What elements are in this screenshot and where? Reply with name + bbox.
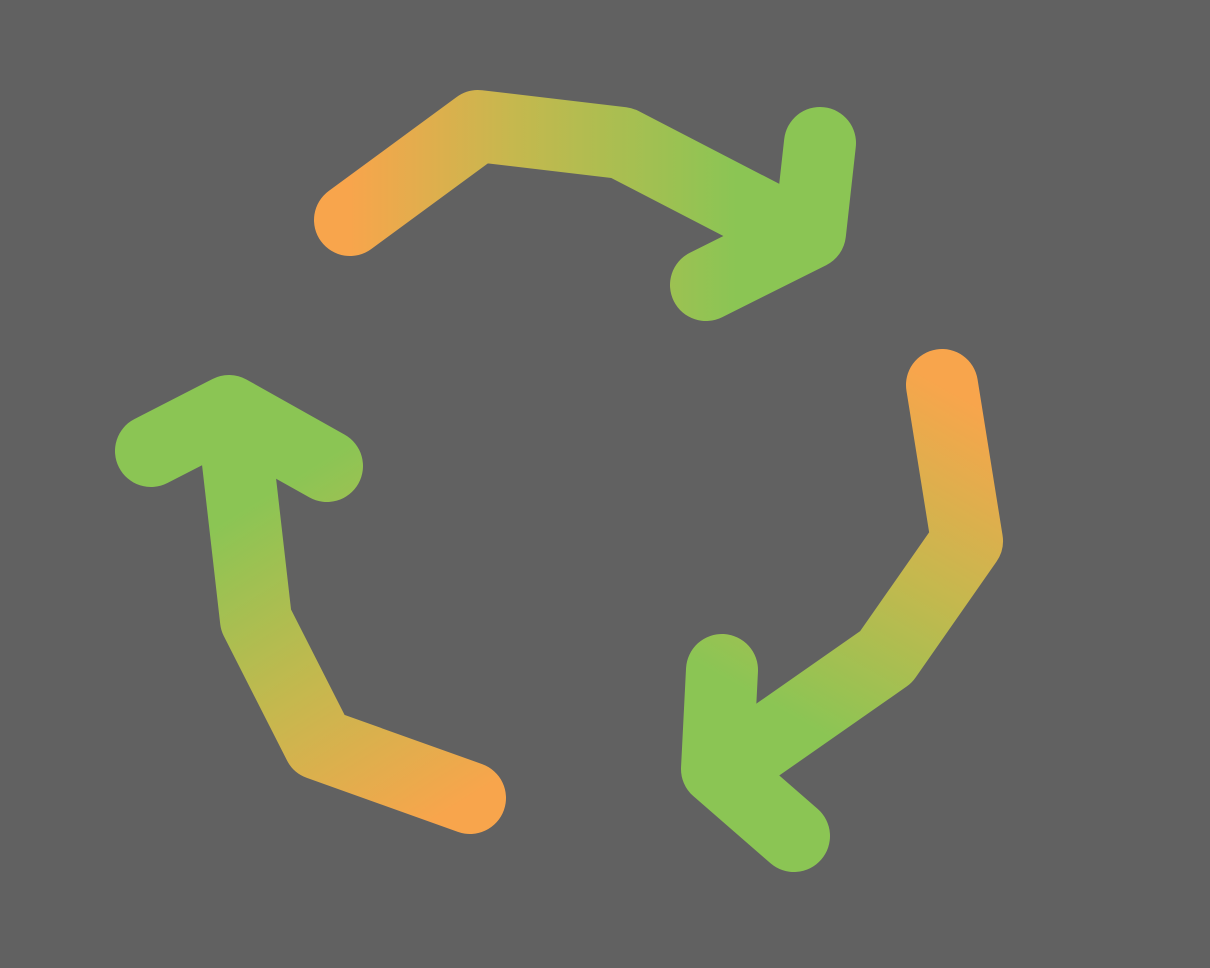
- right-arrow-icon: [681, 349, 1003, 872]
- right-arrow-shaft: [704, 349, 1003, 795]
- top-arrow-shaft: [314, 90, 828, 267]
- right-arrow-head: [681, 634, 830, 872]
- left-arrow-head: [115, 375, 363, 502]
- top-arrow-icon: [314, 90, 856, 321]
- left-arrow-icon: [115, 375, 506, 834]
- left-arrow-shaft: [200, 409, 506, 834]
- top-arrow-head: [670, 107, 856, 321]
